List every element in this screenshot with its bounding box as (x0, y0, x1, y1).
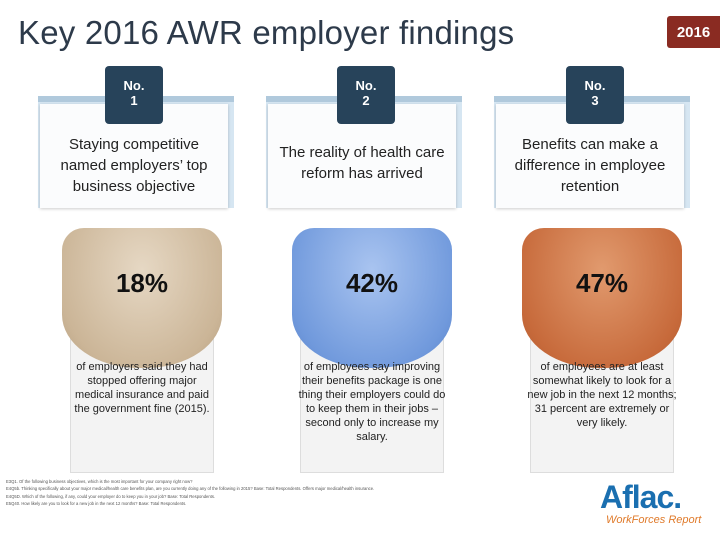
finding-2-no-label: No. (355, 78, 377, 93)
finding-1-stat-cap (62, 228, 222, 368)
finding-2-description: of employees say improving their benefit… (298, 361, 446, 443)
finding-2-stat-graphic (292, 228, 452, 473)
year-badge: 2016 (667, 16, 720, 48)
finding-3-percent: 47% (575, 268, 629, 298)
aflac-logo: Aflac. WorkForces Report (600, 480, 715, 538)
finding-1-headline: Staying competitive named employers’ top… (60, 136, 208, 195)
footnote-1: E3Q1. Of the following business objectiv… (6, 479, 193, 484)
finding-2-number-tab: No. 2 (337, 66, 395, 124)
finding-3-description: of employees are at least somewhat likel… (527, 361, 677, 429)
finding-3-number-tab: No. 3 (566, 66, 624, 124)
finding-1-percent: 18% (115, 268, 169, 298)
finding-1-no-label: No. (123, 78, 145, 93)
footnote-4: E5Q40. How likely are you to look for a … (6, 501, 187, 507)
finding-2-headline: The reality of health care reform has ar… (279, 144, 445, 182)
slide-title: Key 2016 AWR employer findings (18, 14, 515, 51)
finding-3-number: 3 (591, 93, 599, 108)
finding-2-number: 2 (362, 93, 370, 108)
aflac-logo-subtitle: WorkForces Report (606, 514, 702, 526)
finding-1-description: of employers said they had stopped offer… (74, 361, 210, 415)
finding-1-number: 1 (130, 93, 138, 108)
finding-3-stat-graphic (522, 228, 682, 473)
finding-2-percent: 42% (345, 268, 399, 298)
finding-3-no-label: No. (584, 78, 606, 93)
aflac-logo-wordmark: Aflac. (600, 479, 682, 515)
finding-1-number-tab: No. 1 (105, 66, 163, 124)
finding-1-stat-graphic (62, 228, 222, 473)
finding-3-headline: Benefits can make a difference in employ… (514, 136, 666, 195)
footnote-2: E4Q5b. Thinking specifically about your … (6, 486, 375, 492)
footnotes: E3Q1. Of the following business objectiv… (6, 478, 566, 508)
footnote-3: E4Q5D. Which of the following, if any, c… (6, 493, 216, 499)
finding-3-stat-cap (522, 228, 682, 368)
finding-2-stat-cap (292, 228, 452, 368)
